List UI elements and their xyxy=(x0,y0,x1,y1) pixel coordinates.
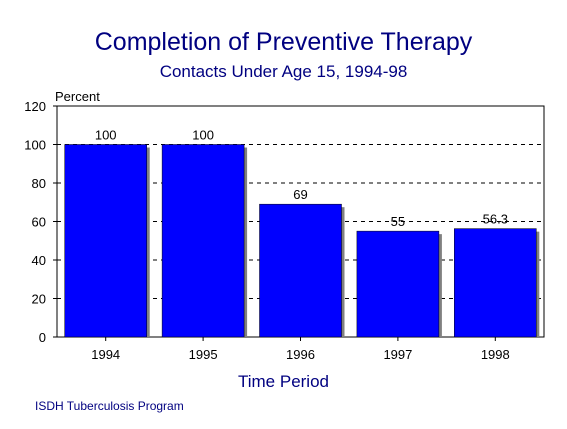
data-label: 100 xyxy=(95,128,117,143)
bar-1997 xyxy=(356,230,440,338)
x-tick-label: 1997 xyxy=(383,347,412,362)
y-tick-label: 40 xyxy=(32,253,46,268)
x-tick-label: 1994 xyxy=(91,347,120,362)
y-tick-label: 60 xyxy=(32,215,46,230)
bar-1996 xyxy=(259,203,342,338)
chart-subtitle: Contacts Under Age 15, 1994-98 xyxy=(159,62,408,81)
y-tick-label: 0 xyxy=(39,330,46,345)
data-label: 56.3 xyxy=(483,212,508,227)
y-tick-label: 100 xyxy=(24,138,46,153)
bar-1995 xyxy=(161,144,245,338)
bar-1994 xyxy=(64,144,147,338)
y-tick-label: 120 xyxy=(24,99,46,114)
bar-1998 xyxy=(454,228,537,338)
data-label: 100 xyxy=(192,128,214,143)
x-axis-label: Time Period xyxy=(237,372,329,391)
x-tick-label: 1998 xyxy=(481,347,510,362)
x-tick-label: 1995 xyxy=(189,347,218,362)
source-note: ISDH Tuberculosis Program xyxy=(35,399,184,413)
chart-title: Completion of Preventive Therapy xyxy=(94,28,473,56)
y-tick-label: 80 xyxy=(32,176,46,191)
data-label: 55 xyxy=(391,214,405,229)
y-tick-label: 20 xyxy=(32,292,46,307)
data-label: 69 xyxy=(293,187,307,202)
x-tick-label: 1996 xyxy=(286,347,315,362)
y-axis-label: Percent xyxy=(55,89,100,104)
